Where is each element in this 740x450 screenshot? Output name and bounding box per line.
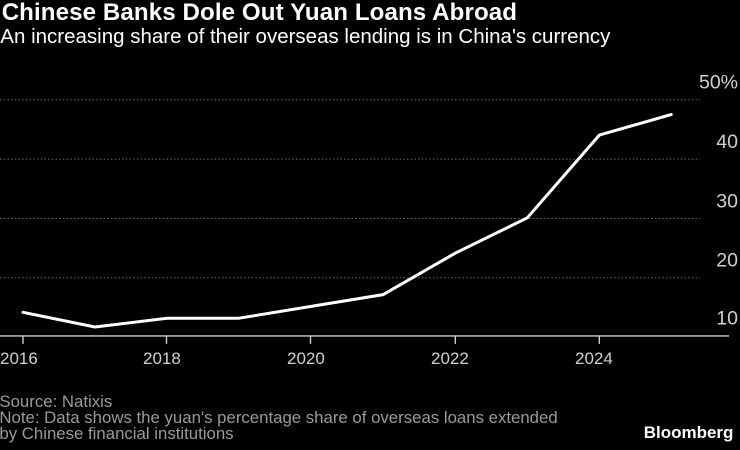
svg-text:50%: 50% [699, 72, 738, 94]
svg-text:2016: 2016 [0, 349, 38, 368]
svg-text:2024: 2024 [575, 349, 613, 368]
svg-text:2018: 2018 [143, 349, 181, 368]
svg-text:30: 30 [716, 190, 738, 212]
svg-text:2022: 2022 [431, 349, 469, 368]
svg-text:2020: 2020 [287, 349, 325, 368]
svg-text:10: 10 [716, 308, 738, 330]
svg-text:40: 40 [716, 131, 738, 153]
svg-text:20: 20 [716, 250, 738, 272]
